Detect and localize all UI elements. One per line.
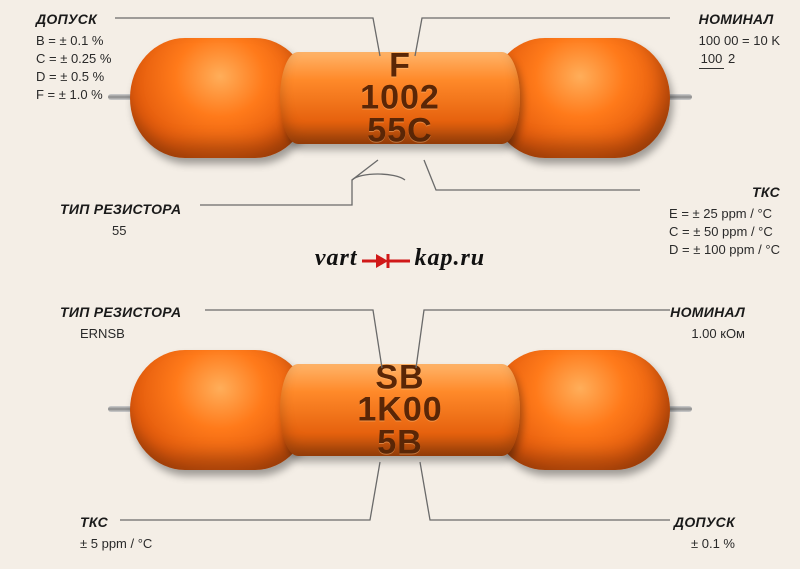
callouts-bottom <box>0 0 800 569</box>
